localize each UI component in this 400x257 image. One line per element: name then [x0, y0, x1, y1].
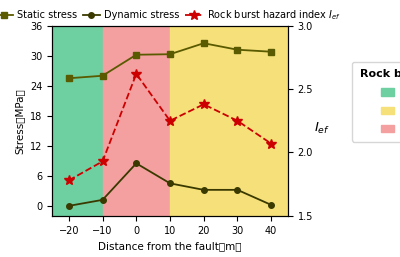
Dynamic stress	[100, 198, 105, 201]
Rock burst hazard index $I_{ef}$	[235, 119, 240, 122]
Line: Static stress: Static stress	[66, 40, 274, 81]
Dynamic stress	[269, 203, 274, 206]
Legend: Slight, Moderate, Severe: Slight, Moderate, Severe	[352, 62, 400, 142]
Rock burst hazard index $I_{ef}$	[269, 142, 274, 145]
Static stress	[134, 53, 139, 56]
Rock burst hazard index $I_{ef}$	[201, 103, 206, 106]
Rock burst hazard index $I_{ef}$	[66, 179, 71, 182]
Bar	[170, 26, 288, 216]
Static stress	[100, 74, 105, 77]
Static stress	[235, 48, 240, 51]
Static stress	[269, 50, 274, 53]
X-axis label: Distance from the fault（m）: Distance from the fault（m）	[98, 241, 242, 251]
Rock burst hazard index $I_{ef}$	[100, 160, 105, 163]
Dynamic stress	[66, 204, 71, 207]
Dynamic stress	[201, 188, 206, 191]
Static stress	[66, 77, 71, 80]
Line: Dynamic stress: Dynamic stress	[66, 161, 274, 209]
Bar	[102, 26, 170, 216]
Rock burst hazard index $I_{ef}$	[168, 119, 172, 122]
Dynamic stress	[235, 188, 240, 191]
Rock burst hazard index $I_{ef}$	[134, 72, 139, 75]
Y-axis label: Stress（MPa）: Stress（MPa）	[14, 88, 24, 154]
Static stress	[201, 42, 206, 45]
Bar	[52, 26, 102, 216]
Legend: Static stress, Dynamic stress, Rock burst hazard index $I_{ef}$: Static stress, Dynamic stress, Rock burs…	[0, 6, 343, 24]
Dynamic stress	[134, 162, 139, 165]
Y-axis label: $I_{ef}$: $I_{ef}$	[314, 121, 330, 136]
Line: Rock burst hazard index $I_{ef}$: Rock burst hazard index $I_{ef}$	[64, 69, 276, 185]
Dynamic stress	[168, 182, 172, 185]
Static stress	[168, 53, 172, 56]
